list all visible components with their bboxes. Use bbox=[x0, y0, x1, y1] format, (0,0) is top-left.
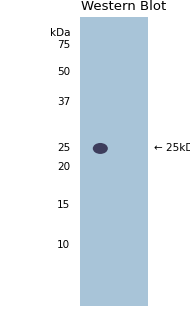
Text: kDa: kDa bbox=[50, 28, 70, 38]
Ellipse shape bbox=[93, 143, 108, 154]
Text: 25: 25 bbox=[57, 143, 70, 154]
Text: 50: 50 bbox=[57, 67, 70, 78]
Bar bbox=[80, 17, 148, 306]
Text: ← 25kDa: ← 25kDa bbox=[154, 143, 190, 154]
Text: 15: 15 bbox=[57, 200, 70, 210]
Text: Western Blot: Western Blot bbox=[81, 0, 166, 14]
Text: 20: 20 bbox=[57, 162, 70, 172]
Text: 10: 10 bbox=[57, 240, 70, 250]
Text: 37: 37 bbox=[57, 97, 70, 107]
Text: 75: 75 bbox=[57, 40, 70, 50]
